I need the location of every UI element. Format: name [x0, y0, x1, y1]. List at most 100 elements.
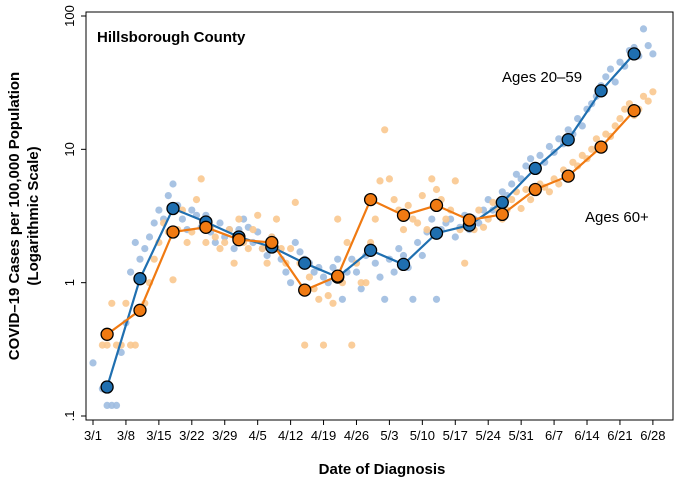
- daily-point-s1-68: [418, 192, 426, 200]
- weekly-marker-s1-8: [363, 192, 378, 207]
- x-tick-label-10: 5/10: [410, 428, 435, 443]
- y-tick-label-0: .1: [62, 411, 77, 422]
- daily-point-s1-73: [442, 215, 450, 223]
- daily-point-s0-5: [117, 348, 125, 356]
- daily-point-s0-108: [602, 73, 610, 81]
- daily-point-s1-75: [451, 177, 459, 185]
- daily-point-s0-94: [536, 151, 544, 159]
- daily-point-s1-50: [334, 215, 342, 223]
- daily-point-s0-100: [564, 126, 572, 134]
- weekly-marker-s0-1: [133, 272, 147, 286]
- daily-point-s0-56: [357, 285, 365, 293]
- weekly-marker-s1-14: [561, 169, 575, 183]
- daily-point-s0-29: [230, 245, 238, 253]
- x-tick-label-2: 3/15: [146, 428, 171, 443]
- weekly-marker-s1-3: [199, 220, 213, 234]
- daily-point-s0-65: [399, 251, 408, 260]
- daily-point-s1-77: [461, 259, 469, 267]
- axes: .1 1 10 100 3/1 3/8 3/15 3/22 3/29 4/5 4/12 4/19 4/2…: [62, 5, 666, 443]
- daily-point-s1-5: [122, 299, 130, 307]
- daily-point-s0-91: [522, 162, 530, 170]
- daily-point-s0-13: [155, 206, 163, 214]
- daily-point-s1-87: [508, 196, 516, 204]
- weekly-marker-s1-5: [265, 235, 279, 250]
- daily-point-s0-64: [395, 245, 403, 253]
- daily-point-s1-64: [399, 226, 408, 234]
- daily-point-s0-41: [287, 279, 295, 287]
- daily-point-s0-42: [291, 238, 299, 247]
- daily-point-s1-26: [221, 238, 229, 247]
- daily-point-s0-25: [211, 238, 219, 247]
- series-label-ages-60plus: Ages 60+: [585, 209, 649, 226]
- weekly-marker-s0-12: [495, 195, 509, 210]
- daily-point-s0-0: [89, 359, 97, 367]
- daily-point-s1-58: [371, 215, 379, 223]
- daily-point-s0-102: [574, 115, 582, 123]
- daily-point-s1-40: [287, 245, 295, 253]
- x-tick-label-5: 4/5: [249, 428, 267, 443]
- daily-point-s0-111: [616, 58, 624, 66]
- daily-point-s1-49: [329, 299, 337, 307]
- daily-point-s0-71: [428, 215, 436, 223]
- daily-point-s0-60: [376, 273, 384, 281]
- x-tick-label-1: 3/8: [117, 428, 135, 443]
- daily-point-s0-59: [371, 259, 379, 267]
- x-tick-label-4: 3/29: [212, 428, 237, 443]
- weekly-marker-s0-14: [561, 133, 575, 147]
- daily-point-s0-8: [131, 238, 139, 247]
- daily-point-s1-60: [381, 126, 389, 134]
- daily-point-s1-37: [272, 215, 281, 223]
- x-tick-label-17: 6/28: [640, 428, 665, 443]
- daily-point-s1-28: [230, 259, 238, 267]
- daily-point-s0-109: [606, 65, 615, 73]
- weekly-marker-s1-16: [627, 104, 641, 118]
- daily-point-s1-31: [244, 245, 252, 253]
- daily-point-s0-20: [188, 206, 196, 214]
- x-tick-label-0: 3/1: [84, 428, 102, 443]
- daily-point-s1-116: [644, 97, 652, 105]
- daily-point-s1-65: [404, 201, 412, 209]
- weekly-marker-s1-10: [429, 198, 444, 213]
- daily-point-s1-33: [254, 211, 262, 219]
- daily-point-s0-61: [381, 295, 389, 303]
- daily-point-s0-89: [512, 170, 521, 178]
- daily-point-s1-46: [315, 295, 323, 303]
- y-axis-subtitle: (Logarithmic Scale): [25, 146, 42, 285]
- daily-point-s0-12: [150, 219, 158, 227]
- weekly-marker-s1-9: [396, 208, 411, 222]
- weekly-marker-s0-6: [298, 256, 312, 270]
- x-tick-label-7: 4/19: [311, 428, 336, 443]
- weekly-marker-s0-0: [100, 380, 114, 394]
- daily-point-s0-118: [649, 50, 657, 58]
- daily-point-s1-43: [301, 341, 309, 349]
- daily-point-s0-55: [352, 268, 361, 276]
- daily-point-s0-76: [451, 233, 459, 241]
- daily-point-s1-18: [183, 238, 191, 247]
- weekly-marker-s0-8: [363, 243, 378, 257]
- daily-point-s0-26: [216, 219, 224, 227]
- daily-point-s1-21: [197, 175, 205, 183]
- daily-point-s1-117: [649, 88, 657, 96]
- x-axis-title: Date of Diagnosis: [319, 461, 446, 478]
- daily-point-s1-90: [522, 185, 530, 194]
- daily-point-s0-16: [169, 180, 177, 188]
- x-tick-label-6: 4/12: [278, 428, 303, 443]
- x-tick-label-13: 5/31: [508, 428, 533, 443]
- daily-point-s1-70: [428, 175, 436, 183]
- daily-point-s0-4: [112, 401, 121, 409]
- daily-point-s1-52: [343, 238, 351, 247]
- daily-point-s0-96: [545, 142, 554, 151]
- daily-point-s1-22: [202, 238, 210, 247]
- weekly-marker-s1-13: [528, 182, 542, 197]
- daily-point-s0-9: [136, 255, 144, 263]
- daily-point-s0-63: [390, 268, 398, 276]
- chart-title: Hillsborough County: [97, 29, 246, 46]
- weekly-marker-s0-15: [594, 84, 608, 98]
- daily-point-s1-104: [588, 145, 596, 153]
- daily-point-s1-2: [108, 299, 116, 307]
- daily-point-s0-88: [508, 180, 516, 188]
- daily-point-s1-47: [319, 341, 328, 349]
- daily-point-s1-24: [211, 233, 219, 241]
- weekly-marker-s1-15: [594, 140, 608, 154]
